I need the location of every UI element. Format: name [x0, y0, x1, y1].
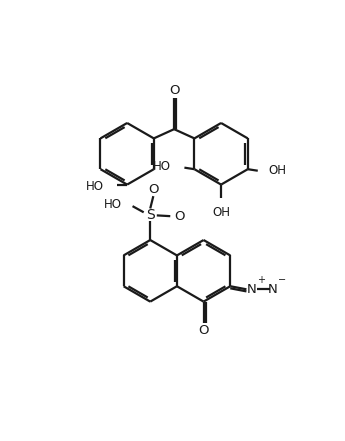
Text: O: O: [198, 325, 209, 337]
Text: N: N: [247, 283, 257, 296]
Text: −: −: [278, 275, 286, 285]
Text: S: S: [146, 209, 155, 222]
Text: O: O: [148, 183, 159, 196]
Text: +: +: [257, 275, 265, 285]
Text: HO: HO: [153, 161, 171, 173]
Text: O: O: [174, 209, 185, 223]
Text: OH: OH: [268, 164, 287, 177]
Text: O: O: [169, 84, 179, 97]
Text: HO: HO: [86, 179, 104, 193]
Text: OH: OH: [212, 206, 230, 219]
Text: HO: HO: [104, 198, 122, 211]
Text: N: N: [268, 283, 277, 296]
